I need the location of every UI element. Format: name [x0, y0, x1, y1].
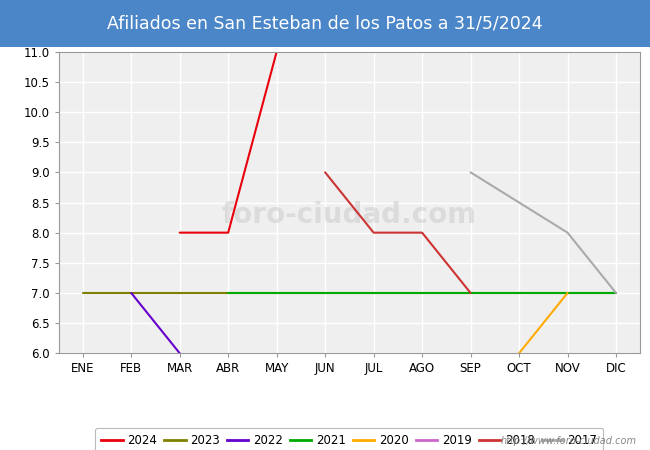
Text: foro-ciudad.com: foro-ciudad.com: [222, 201, 477, 229]
Text: http://www.foro-ciudad.com: http://www.foro-ciudad.com: [501, 436, 637, 446]
Legend: 2024, 2023, 2022, 2021, 2020, 2019, 2018, 2017: 2024, 2023, 2022, 2021, 2020, 2019, 2018…: [96, 428, 603, 450]
Text: Afiliados en San Esteban de los Patos a 31/5/2024: Afiliados en San Esteban de los Patos a …: [107, 14, 543, 33]
